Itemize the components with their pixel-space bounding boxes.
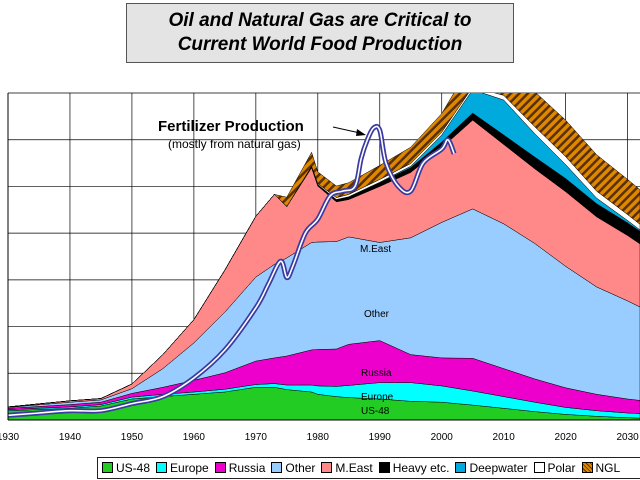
legend-item: Other xyxy=(271,458,315,478)
x-tick-label: 1950 xyxy=(121,432,144,443)
legend-label: Deepwater xyxy=(469,461,528,475)
legend-swatch xyxy=(581,462,593,473)
legend-item: NGL xyxy=(581,458,621,478)
x-tick-label: 2000 xyxy=(431,432,454,443)
legend-item: Polar xyxy=(533,458,576,478)
annotation-arrow xyxy=(332,126,361,134)
legend-label: Russia xyxy=(228,461,266,475)
x-tick-labels: 1930 1940 1950 1960 1970 1980 1990 2000 2010 2020… xyxy=(0,432,639,443)
annotation-subtitle: (mostly from natural gas) xyxy=(168,137,301,151)
legend-label: M.East xyxy=(335,461,373,475)
x-tick-label: 1940 xyxy=(59,432,82,443)
legend-item: Russia xyxy=(214,458,266,478)
legend-label: US-48 xyxy=(116,461,151,475)
area-ngl xyxy=(8,93,640,408)
x-tick-label: 2010 xyxy=(493,432,516,443)
label-meast: M.East xyxy=(360,244,391,255)
legend-swatch xyxy=(271,462,283,473)
legend: US-48 Europe Russia Other M.East Heavy etc. De… xyxy=(97,457,640,479)
legend-label: Heavy etc. xyxy=(392,461,450,475)
annotation-arrowhead xyxy=(356,129,366,136)
label-us48: US-48 xyxy=(361,406,390,417)
legend-item: Heavy etc. xyxy=(378,458,450,478)
legend-swatch xyxy=(321,462,333,473)
fertilizer-line-inner xyxy=(8,125,455,417)
label-other: Other xyxy=(364,309,390,320)
chart-title-line-1: Oil and Natural Gas are Critical to xyxy=(168,10,472,31)
legend-swatch xyxy=(102,462,113,473)
legend-item: Deepwater xyxy=(455,458,528,478)
legend-swatch xyxy=(214,462,226,473)
legend-swatch xyxy=(533,462,545,473)
chart-title-line-2: Current World Food Production xyxy=(177,34,463,55)
x-tick-label: 2030 xyxy=(616,432,639,443)
legend-item: US-48 xyxy=(102,458,150,478)
x-tick-label: 1960 xyxy=(183,432,206,443)
legend-label: Polar xyxy=(547,461,576,475)
legend-label: NGL xyxy=(595,461,621,475)
annotation-title: Fertilizer Production xyxy=(158,118,304,135)
fertilizer-overlay xyxy=(8,123,457,418)
label-russia: Russia xyxy=(361,368,392,379)
x-tick-label: 1930 xyxy=(0,432,20,443)
legend-label: Other xyxy=(285,461,316,475)
legend-item: M.East xyxy=(321,458,373,478)
label-europe: Europe xyxy=(361,392,394,403)
stacked-areas xyxy=(8,93,640,420)
legend-swatch xyxy=(156,462,168,473)
x-tick-label: 2020 xyxy=(555,432,578,443)
legend-swatch xyxy=(378,462,390,473)
legend-swatch xyxy=(455,462,467,473)
x-tick-label: 1980 xyxy=(307,432,330,443)
legend-item: Europe xyxy=(156,458,209,478)
chart-title: Oil and Natural Gas are Critical to Curr… xyxy=(126,3,514,63)
legend-label: Europe xyxy=(170,461,209,475)
x-tick-label: 1990 xyxy=(369,432,392,443)
x-tick-label: 1970 xyxy=(245,432,268,443)
